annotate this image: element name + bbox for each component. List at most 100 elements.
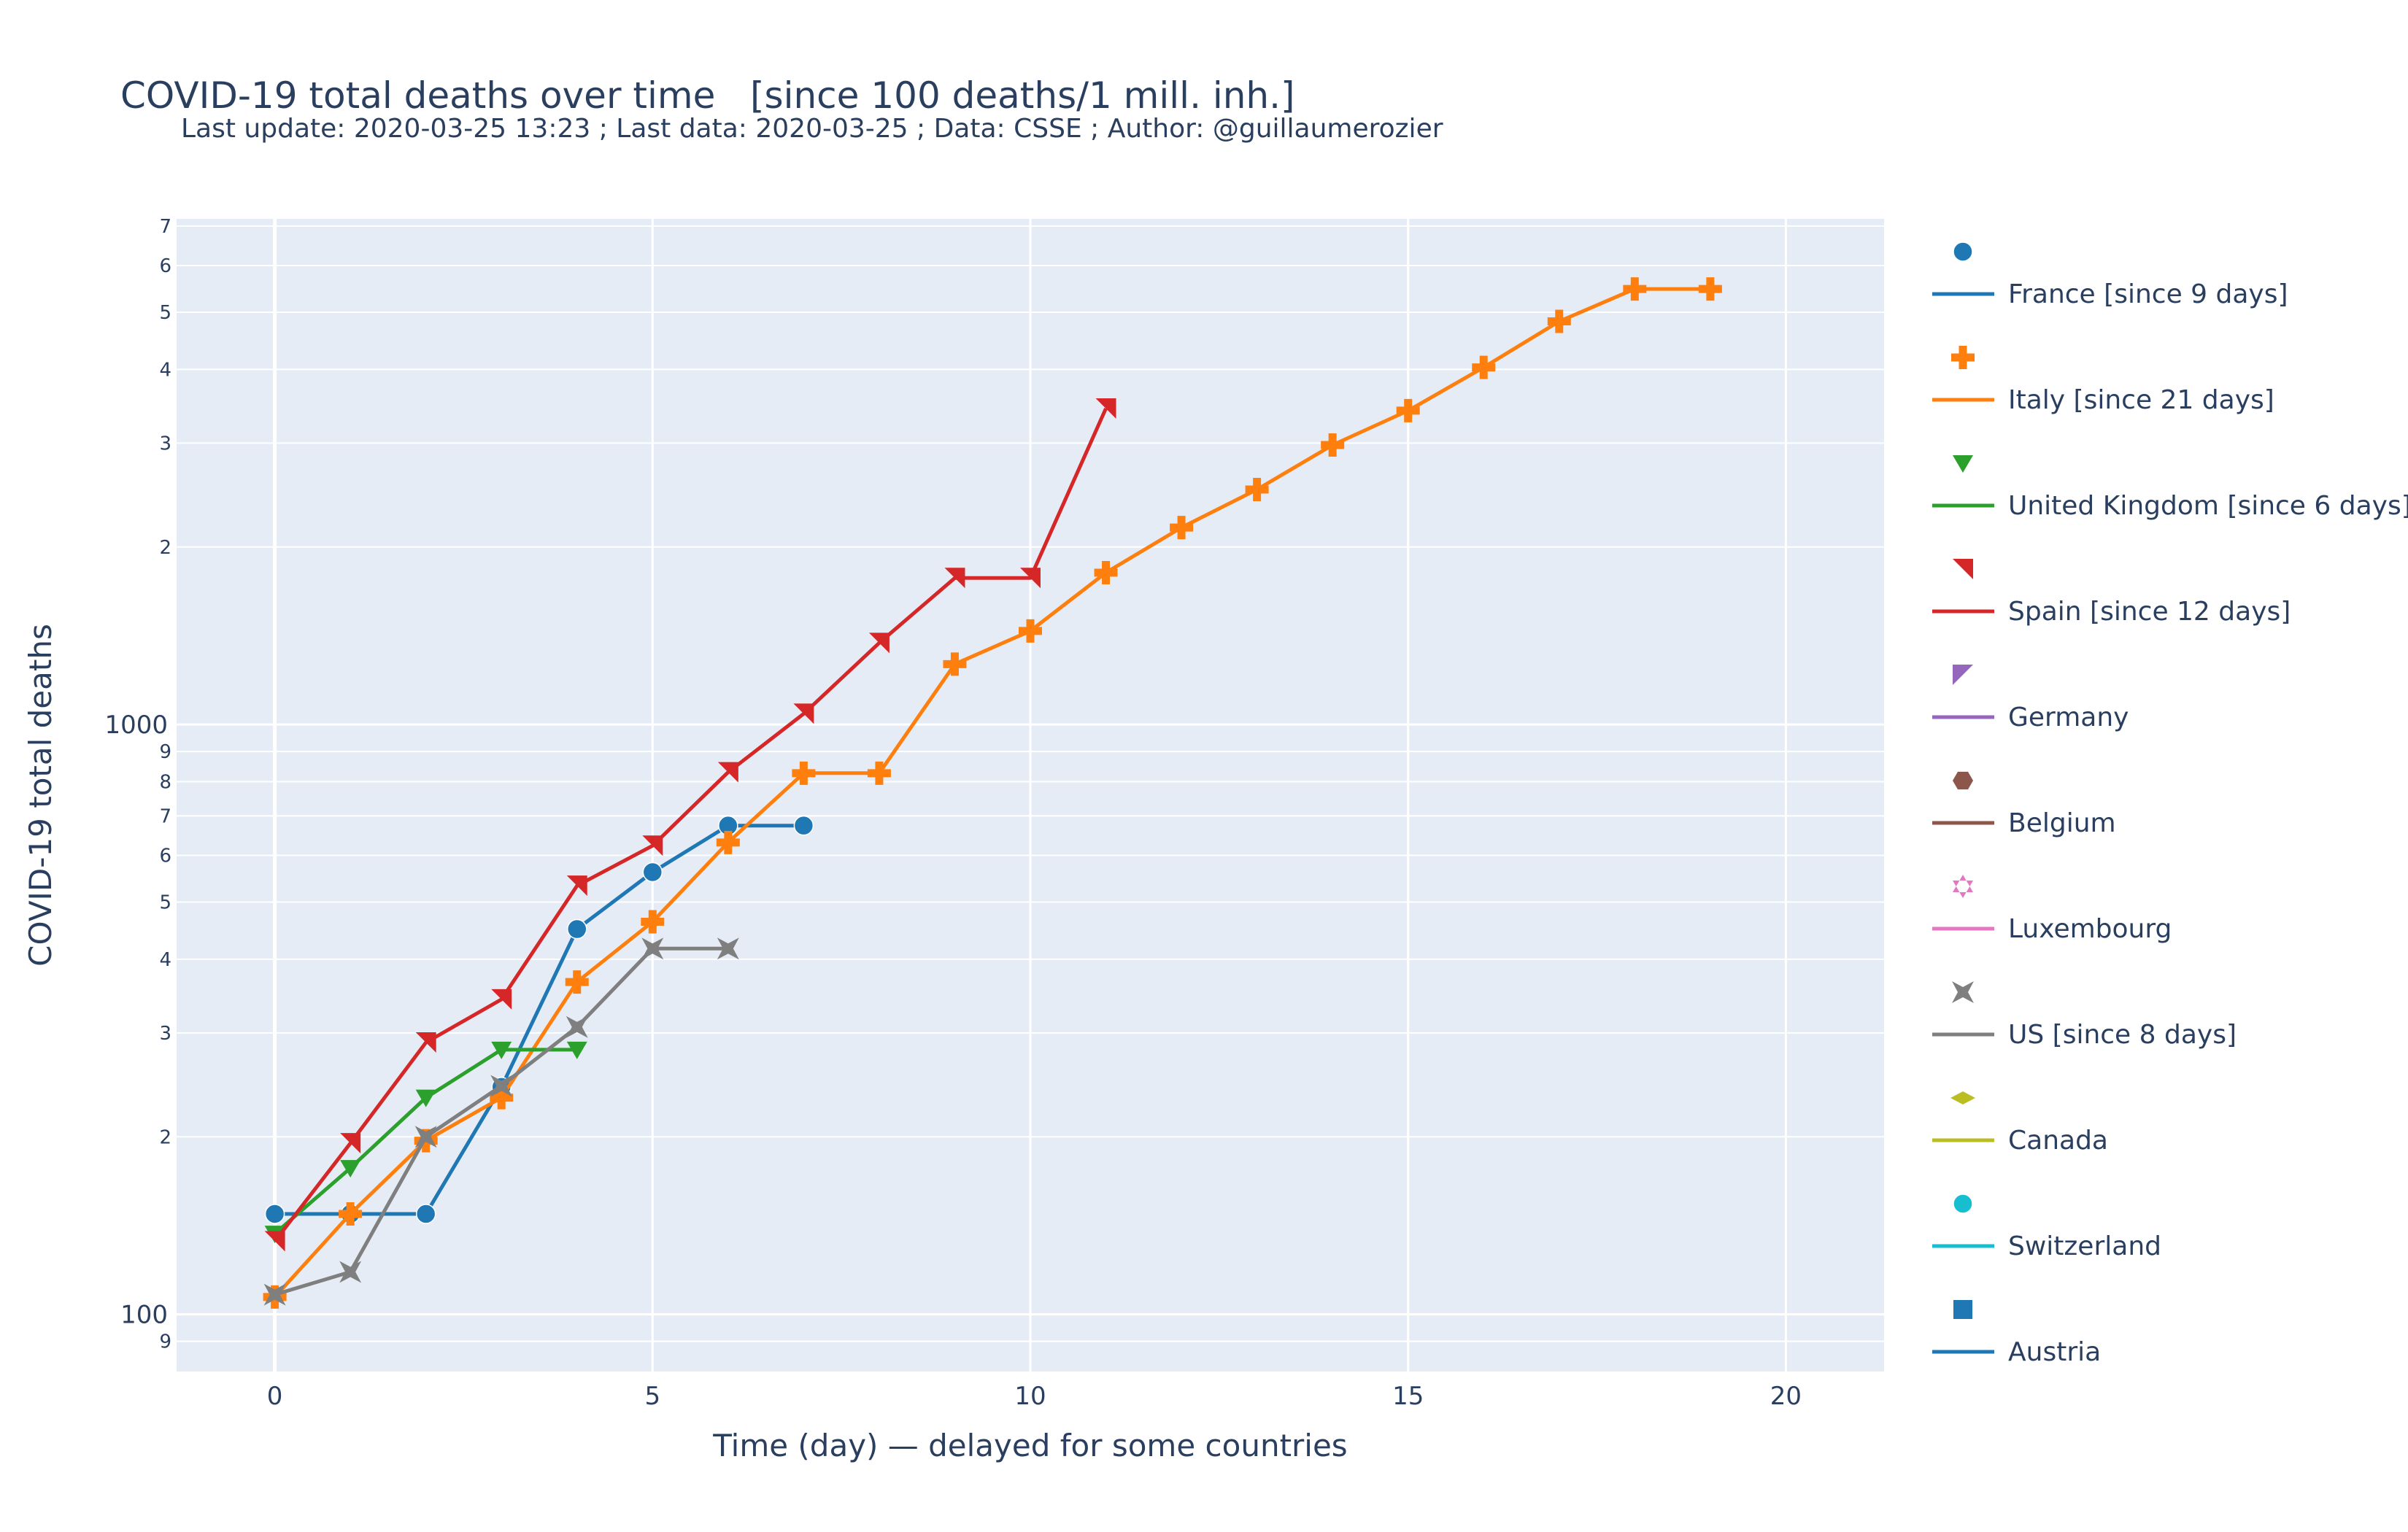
y-tick-label-minor: 7 <box>159 216 171 238</box>
y-tick-label-minor: 7 <box>159 805 171 827</box>
y-tick-label: 100 <box>120 1301 168 1330</box>
data-point <box>867 761 891 785</box>
legend-label: Belgium <box>2008 808 2116 838</box>
plot-area <box>177 219 1884 1372</box>
series-7 <box>263 937 739 1306</box>
data-point <box>490 1086 514 1110</box>
data-point <box>1094 561 1118 585</box>
data-point <box>567 918 587 940</box>
legend-item: United Kingdom [since 6 days] <box>1932 455 2408 521</box>
data-point <box>1547 309 1571 333</box>
legend-label: Luxembourg <box>2008 914 2172 944</box>
y-tick-label-minor: 3 <box>159 1023 171 1045</box>
data-point <box>491 1041 512 1059</box>
data-point <box>340 1133 361 1154</box>
data-point <box>264 1231 285 1252</box>
legend-item: Italy [since 21 days] <box>1932 346 2274 415</box>
data-point <box>1019 619 1042 643</box>
y-tick-label-minor: 6 <box>159 846 171 867</box>
legend-marker-icon <box>1950 1091 1975 1104</box>
y-axis-title: COVID-19 total deaths <box>23 624 58 967</box>
y-tick-label-minor: 6 <box>159 255 171 277</box>
data-point <box>566 1015 588 1038</box>
data-point <box>1095 398 1116 419</box>
data-point <box>641 910 665 934</box>
x-tick-label: 0 <box>267 1382 283 1411</box>
data-point <box>1245 477 1269 501</box>
series-line <box>274 824 804 1216</box>
legend-item: Belgium <box>1932 771 2116 838</box>
data-point <box>1396 398 1420 422</box>
legend-label: Italy [since 21 days] <box>2008 385 2274 415</box>
legend-label: Canada <box>2008 1126 2108 1156</box>
series-line <box>273 407 1108 1243</box>
legend-item: France [since 9 days] <box>1932 241 2288 309</box>
legend-item: Luxembourg <box>1932 875 2172 944</box>
y-tick-label-minor: 4 <box>159 359 171 381</box>
x-tick-label: 10 <box>1014 1382 1046 1411</box>
data-point <box>566 875 587 897</box>
legend-item: Germany <box>1932 665 2129 732</box>
data-point <box>793 703 814 724</box>
data-point <box>642 835 663 856</box>
legend-marker-icon <box>1952 981 1974 1003</box>
legend-marker-icon <box>1953 241 1973 262</box>
data-point <box>339 1202 363 1226</box>
legend-item: US [since 8 days] <box>1932 981 2237 1050</box>
data-point <box>264 1204 285 1224</box>
data-point <box>566 1041 587 1059</box>
gridlines <box>177 219 1884 1372</box>
data-point <box>565 970 589 994</box>
y-tick-label-minor: 5 <box>159 892 171 914</box>
legend-marker-icon <box>1953 875 1973 898</box>
y-tick-label-minor: 4 <box>159 949 171 971</box>
legend-marker-icon <box>1953 559 1973 579</box>
data-point <box>1321 433 1345 457</box>
legend-label: France [since 9 days] <box>2008 279 2288 309</box>
series-layer <box>263 277 1722 1309</box>
series-2 <box>264 1041 587 1244</box>
legend-label: United Kingdom [since 6 days] <box>2008 491 2408 521</box>
legend-item: Spain [since 12 days] <box>1932 559 2291 627</box>
legend-marker-icon <box>1953 1300 1972 1319</box>
data-point <box>716 830 740 854</box>
series-3 <box>264 398 1116 1252</box>
data-point <box>415 1204 436 1224</box>
data-point <box>415 1032 436 1053</box>
legend-item: Canada <box>1932 1091 2108 1156</box>
data-point <box>943 652 967 676</box>
data-point <box>944 568 965 589</box>
legend-marker-icon <box>1953 665 1973 685</box>
y-tick-label-minor: 9 <box>159 1331 171 1353</box>
data-point <box>642 862 663 883</box>
data-point <box>491 989 512 1010</box>
legend-marker-icon <box>1953 1194 1973 1214</box>
data-point <box>717 937 739 960</box>
data-point <box>1170 516 1194 540</box>
y-tick-label-minor: 9 <box>159 741 171 763</box>
data-point <box>793 815 814 836</box>
x-tick-label: 15 <box>1392 1382 1424 1411</box>
data-point <box>868 632 890 654</box>
y-tick-label-minor: 8 <box>159 772 171 794</box>
data-point <box>792 761 816 785</box>
chart-title: COVID-19 total deaths over time [since 1… <box>120 74 1295 117</box>
x-tick-label: 5 <box>644 1382 660 1411</box>
x-axis-title: Time (day) — delayed for some countries <box>712 1428 1347 1463</box>
data-point <box>1472 355 1496 379</box>
legend-item: Switzerland <box>1932 1194 2161 1261</box>
data-point <box>1698 277 1722 301</box>
y-tick-label-minor: 3 <box>159 433 171 454</box>
y-tick-label: 1000 <box>104 711 168 740</box>
chart-subtitle: Last update: 2020-03-25 13:23 ; Last dat… <box>181 114 1443 144</box>
data-point <box>415 1089 436 1107</box>
series-line <box>273 287 1710 1299</box>
series-1 <box>263 277 1722 1309</box>
data-point <box>339 1261 362 1283</box>
legend-marker-icon <box>1953 455 1973 473</box>
x-tick-label: 20 <box>1770 1382 1802 1411</box>
x-axis-ticks: 0 5 10 15 20 <box>267 1382 1802 1411</box>
legend-label: Switzerland <box>2008 1231 2161 1261</box>
data-point <box>263 1283 286 1306</box>
